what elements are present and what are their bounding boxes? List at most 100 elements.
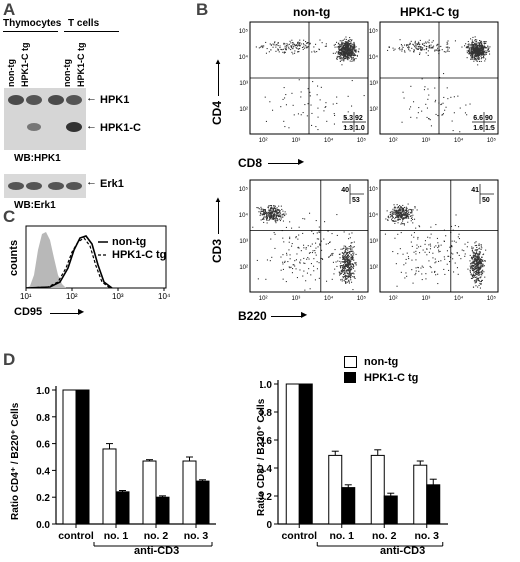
arrow-right-icon [268, 163, 300, 164]
quadrant-percent: 41 [471, 187, 479, 194]
arrow-up-icon [218, 200, 219, 234]
c-legend-hpk1c-tg: HPK1-C tg [112, 249, 167, 261]
group-tcells-label: T cells [68, 18, 100, 29]
x-tick-label: control [281, 530, 317, 542]
panel-d-letter: D [3, 350, 16, 369]
d2-x-axis-label: anti-CD3 [380, 545, 426, 557]
y-tick-label: 0.6 [260, 436, 272, 447]
y-tick-label: 0.2 [260, 492, 272, 503]
arrow-right-icon [50, 313, 80, 314]
tick-label: 10³ [369, 239, 378, 245]
arrow-right-icon: ▶ [301, 310, 308, 319]
c-x-axis-label: CD95 [14, 306, 43, 318]
y-tick-label: 1.0 [36, 386, 50, 397]
band-label-hpk1c: HPK1-C [100, 122, 141, 134]
d1-bar-chart: 0.0 0.2 0.4 0.6 0.8 1.0 control no. 1 no. 2 no. 3 [36, 386, 216, 547]
blot-label-erk1: WB:Erk1 [14, 200, 56, 211]
c-x-tick: 10¹ [20, 292, 32, 301]
tick-label: 10³ [292, 138, 301, 144]
col-title-hpk1c-tg: HPK1-C tg [400, 5, 460, 19]
quadrant-percent: 90 [485, 115, 493, 122]
tick-label: 10⁵ [357, 137, 367, 144]
x-tick-label: no. 3 [184, 530, 209, 542]
d-legend-non-tg: non-tg [364, 356, 399, 368]
tick-label: 10³ [422, 296, 431, 302]
tick-label: 10⁵ [487, 295, 497, 302]
tick-label: 10⁵ [369, 28, 379, 35]
d-legend-hpk1c-tg: HPK1-C tg [364, 372, 419, 384]
bar-hpk1c-tg [195, 480, 210, 525]
panel-b-letter: B [196, 0, 209, 19]
band-label-erk1: Erk1 [100, 178, 124, 190]
tick-label: 10³ [239, 81, 248, 87]
d2-bar-chart: 0 0.2 0.4 0.6 0.8 1.0 control no. 1 no. 2 no. 3 [260, 380, 448, 547]
band-arrow-icon: ← [86, 176, 97, 188]
bar-non-tg [370, 454, 385, 525]
western-blot-hpk1 [4, 88, 86, 150]
panel-a-letter: A [3, 0, 16, 19]
arrow-up-icon: ▲ [214, 195, 222, 204]
quadrant-percent: 1.6 [473, 125, 483, 132]
c-x-tick: 10² [66, 292, 78, 301]
bar-hpk1c-tg [341, 487, 356, 525]
panel-c-letter: C [3, 207, 16, 226]
tick-label: 10⁴ [324, 137, 334, 144]
band-arrow-icon: ← [86, 92, 97, 104]
tick-label: 10⁴ [239, 212, 249, 219]
y-tick-label: 1.0 [260, 380, 272, 391]
flow-cytometry-plots: 10² 10³ 10⁴ 10⁵ 10² 10³ 10⁴ 10⁵ 5.3 921.3 1.0 10² 10… [239, 21, 499, 302]
tick-label: 10² [389, 138, 398, 144]
bar-non-tg [142, 460, 157, 525]
legend-swatch-black [344, 372, 356, 383]
tick-label: 10² [259, 138, 268, 144]
y-tick-label: 0.4 [260, 464, 272, 475]
tick-label: 10⁴ [369, 54, 379, 61]
quadrant-percent: 50 [482, 197, 490, 204]
x-tick-label: no. 1 [329, 530, 354, 542]
group-tcells-line [64, 31, 119, 32]
bar-hpk1c-tg [75, 389, 90, 525]
c-legend-non-tg: non-tg [112, 236, 147, 248]
tick-label: 10³ [292, 296, 301, 302]
band-label-hpk1: HPK1 [100, 94, 130, 106]
y-tick-label: 0.0 [36, 520, 50, 531]
bar-hpk1c-tg [155, 496, 170, 525]
x-tick-label: no. 1 [104, 530, 129, 542]
d1-x-axis-label: anti-CD3 [134, 545, 180, 557]
bar-non-tg [182, 460, 197, 525]
tick-label: 10² [369, 107, 378, 113]
western-blot-erk1 [4, 174, 86, 198]
arrow-right-icon: ▶ [78, 307, 85, 316]
x-axis-label-b220: B220 [238, 309, 267, 323]
tick-label: 10³ [422, 138, 431, 144]
group-thymocytes-label: Thymocytes [3, 18, 62, 29]
bar-hpk1c-tg [298, 383, 313, 525]
y-tick-label: 0.8 [36, 413, 50, 424]
bar-non-tg [413, 464, 428, 525]
quadrant-percent: 92 [355, 115, 363, 122]
quadrant-percent: 1.0 [355, 125, 365, 132]
quadrant-percent: 1.5 [485, 125, 495, 132]
x-axis-label-cd8: CD8 [238, 156, 263, 170]
tick-label: 10⁵ [239, 186, 249, 193]
bar-non-tg [102, 448, 117, 525]
tick-label: 10⁵ [239, 28, 249, 35]
y-tick-label: 0 [266, 520, 272, 531]
blot-label-hpk1: WB:HPK1 [14, 153, 61, 164]
arrow-up-icon [218, 62, 219, 96]
tick-label: 10⁴ [369, 212, 379, 219]
tick-label: 10⁴ [324, 295, 334, 302]
tick-label: 10² [389, 296, 398, 302]
arrow-right-icon [271, 316, 303, 317]
x-tick-label: no. 2 [372, 530, 397, 542]
bar-non-tg [285, 383, 300, 525]
tick-label: 10³ [239, 239, 248, 245]
arrow-right-icon: ▶ [298, 157, 305, 166]
tick-label: 10² [259, 296, 268, 302]
c-x-tick: 10³ [112, 292, 124, 301]
x-tick-label: no. 3 [414, 530, 439, 542]
tick-label: 10³ [369, 81, 378, 87]
tick-label: 10⁴ [239, 54, 249, 61]
tick-label: 10⁵ [357, 295, 367, 302]
tick-label: 10² [369, 265, 378, 271]
